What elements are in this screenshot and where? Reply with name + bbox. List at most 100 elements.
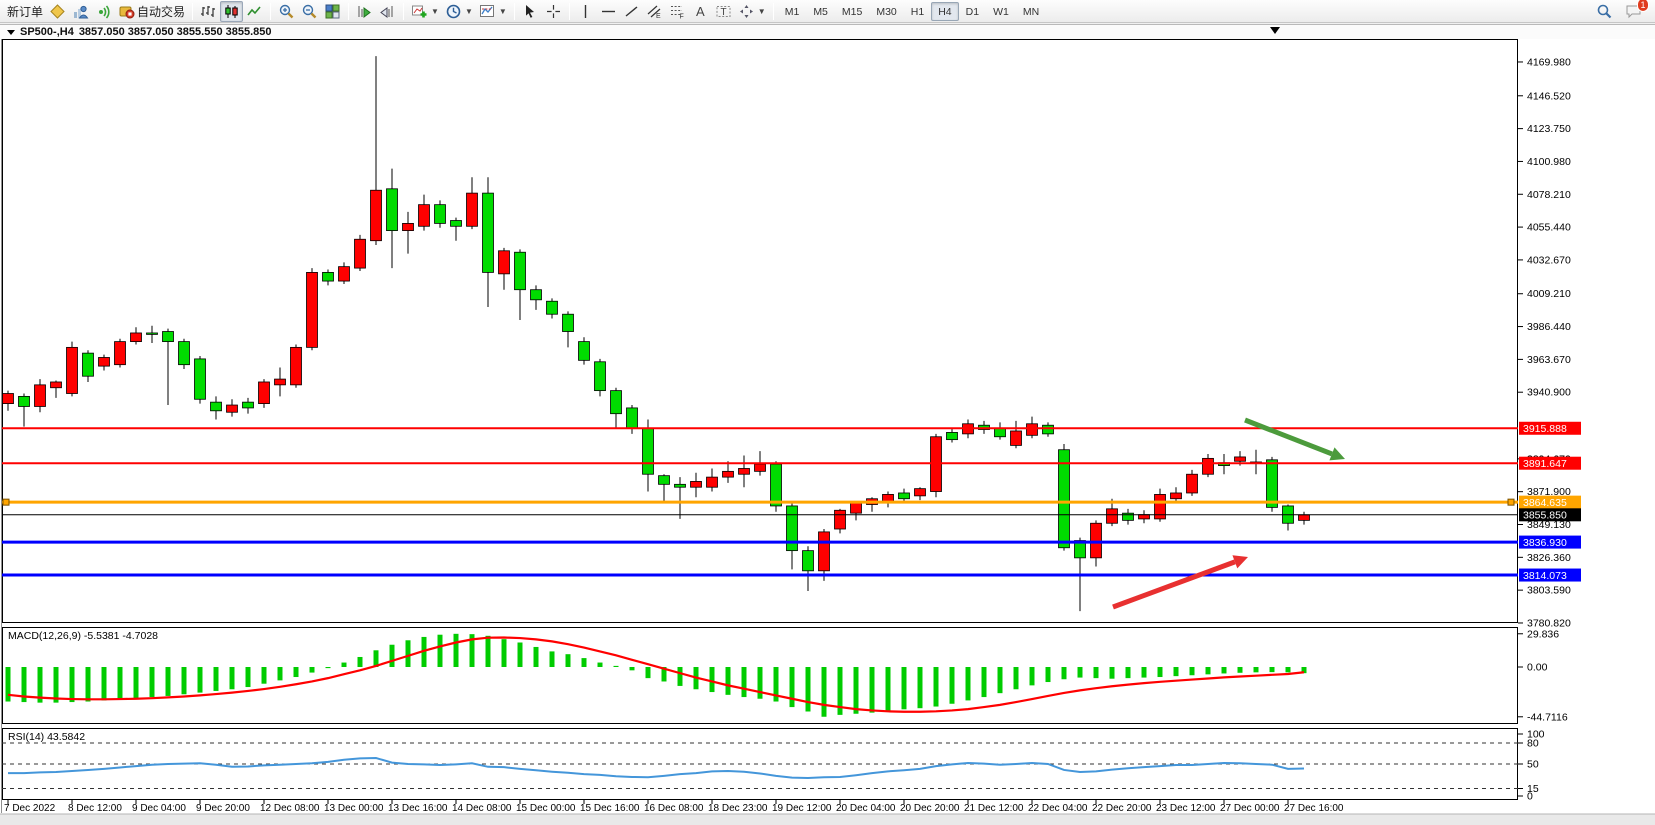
candle (482, 192, 494, 273)
timeframe-m30-button[interactable]: M30 (876, 5, 897, 18)
cursor-button[interactable] (519, 1, 542, 22)
price-tick-label: 3963.670 (1527, 354, 1571, 366)
candle (130, 332, 142, 343)
price-tick-label: 4009.210 (1527, 288, 1571, 300)
candle (178, 341, 190, 366)
timeframe-h1-button[interactable]: H1 (910, 5, 925, 18)
svg-text:3864.635: 3864.635 (1523, 497, 1567, 509)
price-tick-label: 3940.900 (1527, 387, 1571, 399)
timeframe-w1-button[interactable]: W1 (993, 5, 1009, 18)
periods-button[interactable]: ▼ (442, 1, 476, 22)
candle (114, 341, 126, 366)
svg-text:3855.850: 3855.850 (1523, 510, 1567, 522)
candle (578, 341, 590, 361)
candle (1026, 423, 1038, 436)
fibonacci-button[interactable]: F (666, 1, 689, 22)
timeframe-mn-button[interactable]: MN (1022, 5, 1040, 18)
crosshair-button[interactable] (542, 1, 565, 22)
chart-shift-button[interactable] (376, 1, 399, 22)
line-chart-button[interactable] (243, 1, 266, 22)
green-down-arrow[interactable] (1244, 417, 1345, 461)
price-badge: 3836.930 (1519, 535, 1581, 549)
zoom-out-button[interactable] (298, 1, 321, 22)
rsi-label: RSI(14) 43.5842 (8, 731, 85, 743)
dropdown-caret-icon[interactable]: ▼ (431, 6, 439, 16)
zoom-in-icon (278, 3, 295, 20)
text-label-button[interactable]: T (712, 1, 735, 22)
red-up-arrow[interactable] (1112, 555, 1248, 610)
macd-scale-label: 0.00 (1527, 662, 1548, 674)
candle (626, 407, 638, 429)
candle (706, 476, 718, 488)
candle (210, 401, 222, 412)
auto-scroll-icon (356, 3, 373, 20)
rsi-scale-label: 50 (1527, 759, 1539, 771)
svg-text:F: F (679, 13, 683, 20)
auto-scroll-button[interactable] (353, 1, 376, 22)
new-order-button[interactable]: 新订单 (4, 1, 46, 22)
timeframe-m5-button[interactable]: M5 (813, 5, 828, 18)
chart-box-button[interactable] (46, 1, 69, 22)
rsi-line (8, 757, 1305, 780)
bottom-strip (0, 814, 1655, 825)
timeframe-d1-button[interactable]: D1 (965, 5, 980, 18)
cursor-icon (522, 3, 539, 20)
price-tick-label: 3780.820 (1527, 617, 1571, 629)
indicators-button[interactable]: ▼ (408, 1, 442, 22)
trendline-button[interactable] (620, 1, 643, 22)
channel-button[interactable]: E (643, 1, 666, 22)
signal-button[interactable] (92, 1, 115, 22)
scroll-to-end-marker[interactable] (1270, 27, 1280, 34)
price-axis[interactable]: 4169.980 4146.520 4123.750 4100.980 4078.210… (1518, 56, 1571, 629)
dropdown-caret-icon[interactable]: ▼ (498, 6, 507, 16)
dropdown-caret-icon[interactable]: ▼ (464, 6, 473, 16)
templates-button[interactable]: ▼ (476, 1, 510, 22)
text-button[interactable]: A (689, 1, 712, 22)
market-watch-button[interactable] (69, 1, 92, 22)
price-tick-label: 4055.440 (1527, 222, 1571, 234)
candle (258, 381, 270, 404)
date-tick-label: 23 Dec 12:00 (1156, 803, 1216, 814)
svg-text:3915.888: 3915.888 (1523, 423, 1567, 435)
candle (466, 192, 478, 227)
candle (418, 204, 430, 227)
price-badge: 3915.888 (1519, 421, 1581, 435)
horizontal-line-button[interactable] (597, 1, 620, 22)
indicators-icon (411, 3, 428, 20)
date-tick-label: 19 Dec 12:00 (772, 803, 832, 814)
zoom-out-icon (301, 3, 318, 20)
timeframe-m15-button[interactable]: M15 (841, 5, 863, 18)
candle (754, 463, 766, 472)
chart-canvas[interactable]: 4169.980 4146.520 4123.750 4100.980 4078.210… (0, 39, 1655, 825)
rsi-scale-label: 15 (1527, 783, 1539, 795)
vertical-line-button[interactable] (574, 1, 597, 22)
autotrade-icon (118, 3, 135, 20)
tile-windows-button[interactable] (321, 1, 344, 22)
horizontal-line-3864.635[interactable] (2, 498, 1518, 506)
timeframe-h4-button[interactable]: H4 (931, 1, 959, 21)
date-axis[interactable]: 7 Dec 2022 8 Dec 12:00 9 Dec 04:00 9 Dec 20… (4, 800, 1344, 814)
candle (1122, 512, 1134, 521)
zoom-in-button[interactable] (275, 1, 298, 22)
timeframe-m1-button[interactable]: M1 (784, 5, 800, 18)
chart-shift-icon (379, 3, 396, 20)
candle (450, 220, 462, 227)
chat-button[interactable]: 1 (1622, 0, 1649, 22)
dropdown-caret-icon[interactable]: ▼ (757, 6, 766, 16)
tile-windows-icon (324, 3, 341, 20)
candlestick-button[interactable] (220, 0, 244, 22)
svg-text:A: A (696, 4, 705, 19)
bar-chart-button[interactable] (197, 1, 220, 22)
candle (2, 393, 14, 404)
autotrade-button[interactable]: 自动交易 (115, 1, 188, 22)
candle (546, 300, 558, 315)
search-button[interactable] (1593, 1, 1616, 22)
price-tick-label: 3849.130 (1527, 519, 1571, 531)
arrows-button[interactable]: ▼ (735, 1, 769, 22)
candle (1202, 457, 1214, 475)
chart-pane[interactable] (2, 39, 1518, 623)
chart-collapse-icon[interactable] (7, 29, 15, 35)
macd-indicator: MACD(12,26,9) -5.5381 -4.7028 29.836 0.00 -… (5, 628, 1568, 723)
toolbar-separator (403, 2, 405, 20)
